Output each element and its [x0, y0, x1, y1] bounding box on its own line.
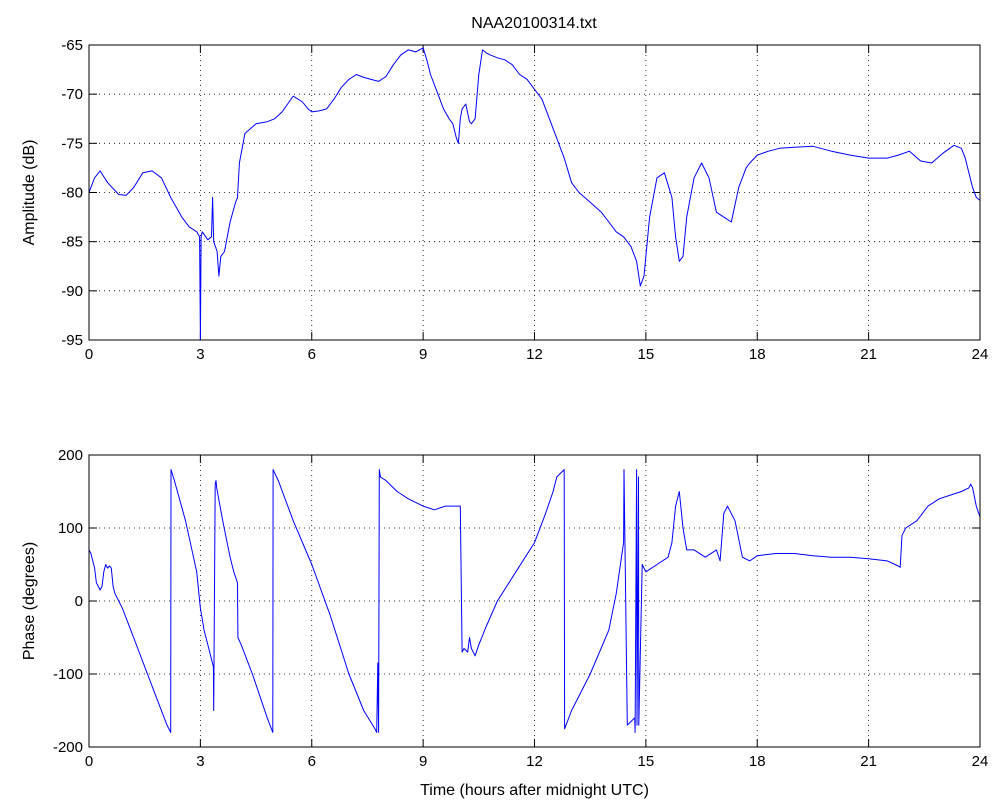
y-tick-label: 0 [75, 593, 83, 610]
amplitude-plot: NAA20100314.txt 0 3 6 9 12 15 18 21 24 -65 -70 -75 -… [21, 15, 988, 363]
x-tick-label: 6 [308, 346, 316, 363]
y-tick-label: -200 [53, 739, 83, 756]
y-tick-label: 100 [58, 520, 83, 537]
x-tick-label: 24 [972, 346, 989, 363]
x-tick-label: 15 [638, 753, 655, 770]
x-axis-title: Time (hours after midnight UTC) [420, 782, 649, 799]
x-tick-label: 12 [526, 346, 543, 363]
y-tick-label: -95 [61, 332, 83, 349]
phase-plot: 0 3 6 9 12 15 18 21 24 200 100 0 -100 -200 Phase (degr… [21, 447, 988, 799]
y-axis-title: Phase (degrees) [21, 542, 38, 660]
x-tick-label: 9 [419, 753, 427, 770]
x-tick-label: 3 [196, 346, 204, 363]
x-tick-label: 3 [196, 753, 204, 770]
y-tick-label: -80 [61, 185, 83, 202]
x-tick-label: 12 [526, 753, 543, 770]
plot-frame [88, 44, 981, 341]
y-tick-label: -65 [61, 37, 83, 54]
x-tick-label: 0 [85, 753, 93, 770]
x-tick-label: 18 [749, 753, 766, 770]
x-tick-label: 9 [419, 346, 427, 363]
y-tick-label: -100 [53, 666, 83, 683]
x-tick-label: 18 [749, 346, 766, 363]
series-line [88, 469, 981, 733]
series-line [88, 47, 981, 341]
x-tick-label: 21 [860, 753, 877, 770]
x-tick-label: 6 [308, 753, 316, 770]
x-tick-label: 0 [85, 346, 93, 363]
y-tick-label: -90 [61, 283, 83, 300]
x-tick-label: 15 [638, 346, 655, 363]
x-tick-label: 24 [972, 753, 989, 770]
y-tick-label: 200 [58, 447, 83, 464]
x-tick-label: 21 [860, 346, 877, 363]
y-tick-label: -85 [61, 234, 83, 251]
chart-title: NAA20100314.txt [471, 15, 597, 32]
y-axis-title: Amplitude (dB) [21, 140, 38, 246]
plot-frame [88, 454, 981, 748]
y-tick-label: -75 [61, 135, 83, 152]
y-tick-label: -70 [61, 86, 83, 103]
